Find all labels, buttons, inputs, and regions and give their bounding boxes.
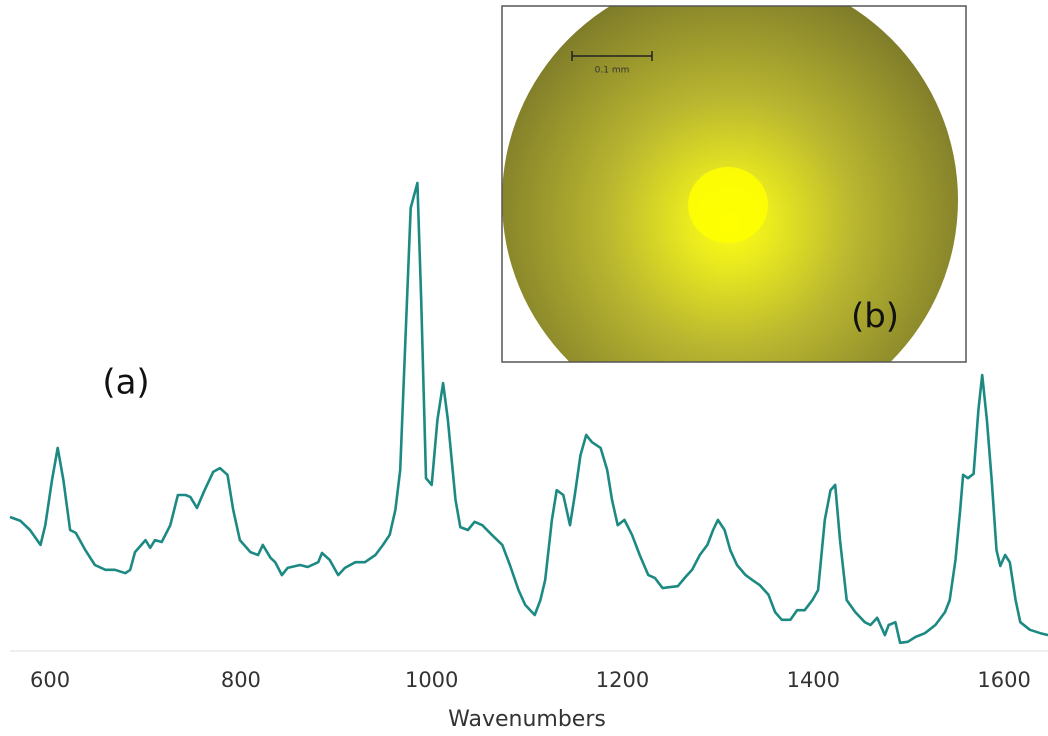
x-tick-label: 800 [221, 668, 261, 692]
scale-bar-label: 0.1 mm [595, 66, 630, 76]
x-axis-title: Wavenumbers [448, 707, 606, 732]
inset-label: (b) [851, 297, 899, 337]
spectrum-line [9, 181, 1048, 645]
x-tick-label: 1600 [977, 668, 1030, 692]
x-tick-label: 1400 [787, 668, 840, 692]
x-tick-label: 1200 [596, 668, 649, 692]
inset-image [501, 5, 967, 363]
x-tick-label: 1000 [405, 668, 458, 692]
x-tick-label: 600 [30, 668, 70, 692]
panel-label: (a) [102, 363, 149, 403]
